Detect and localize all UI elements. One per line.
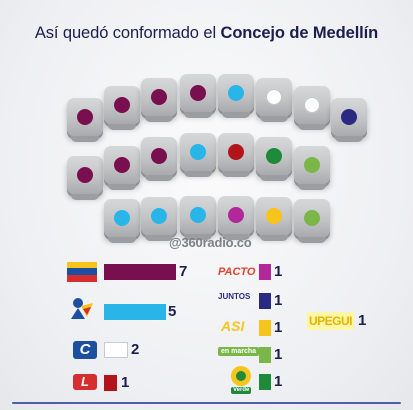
en-marcha-logo: en marcha <box>218 347 260 356</box>
liberal-l-logo: L <box>73 374 97 390</box>
council-seat <box>104 146 140 190</box>
council-seat <box>67 98 103 142</box>
legend-bar-liberal <box>104 264 176 280</box>
seat-party-dot <box>151 208 167 224</box>
legend-bar-liberal-l <box>104 375 117 391</box>
seat-party-dot <box>151 89 167 105</box>
seat-party-dot <box>266 89 282 105</box>
council-seat <box>180 133 216 177</box>
bottom-divider <box>12 402 401 404</box>
council-seat <box>256 137 292 181</box>
council-seat <box>67 156 103 200</box>
legend-bar-juntos <box>259 293 271 309</box>
council-seat <box>218 196 254 240</box>
seat-party-dot <box>114 97 130 113</box>
alianza-verde-logo <box>229 365 253 395</box>
seat-party-dot <box>304 157 320 173</box>
council-seat <box>256 78 292 122</box>
council-seat <box>180 196 216 240</box>
legend-bar-asi <box>259 320 271 336</box>
legend-count-juntos: 1 <box>274 292 283 309</box>
council-seat <box>256 197 292 241</box>
seat-party-dot <box>114 157 130 173</box>
juntos-logo: JUNTOS <box>218 292 251 301</box>
seat-party-dot <box>304 210 320 226</box>
council-seat <box>104 199 140 243</box>
liberal-flag-logo <box>67 262 97 282</box>
council-seat <box>141 78 177 122</box>
legend-count-asi: 1 <box>274 319 283 336</box>
seat-party-dot <box>190 144 206 160</box>
title-prefix: Así quedó conformado el <box>34 24 221 42</box>
council-seat <box>141 137 177 181</box>
council-seat <box>180 74 216 118</box>
legend-count-centro-democratico: 5 <box>168 303 177 320</box>
seat-party-dot <box>228 207 244 223</box>
legend-bar-pacto <box>259 264 271 280</box>
legend-count-verde: 1 <box>274 373 283 390</box>
seat-party-dot <box>341 109 357 125</box>
council-seat <box>141 197 177 241</box>
upegui-logo: UPEGUI <box>307 312 354 330</box>
seat-party-dot <box>151 148 167 164</box>
legend-count-pacto: 1 <box>274 263 283 280</box>
council-seat <box>294 146 330 190</box>
legend-count-liberal-l: 1 <box>121 374 130 391</box>
legend-bar-en-marcha <box>259 347 271 363</box>
seat-party-dot <box>77 167 93 183</box>
legend-bar-verde <box>259 374 271 390</box>
seat-party-dot <box>266 148 282 164</box>
seat-party-dot <box>228 85 244 101</box>
pacto-logo: PACTO <box>218 266 256 278</box>
legend-bar-centro-democratico <box>104 304 166 320</box>
title-bold: Concejo de Medellín <box>220 24 379 42</box>
centro-democratico-logo <box>69 297 95 321</box>
seat-party-dot <box>114 210 130 226</box>
legend-count-upegui: 1 <box>358 312 367 329</box>
council-seat <box>331 98 367 142</box>
legend-bar-conservador <box>104 342 128 358</box>
seat-party-dot <box>190 85 206 101</box>
verde-label: Verde <box>233 387 250 393</box>
seat-party-dot <box>228 144 244 160</box>
seat-party-dot <box>77 109 93 125</box>
source-watermark: @360radio.co <box>169 235 252 250</box>
page-title: Así quedó conformado el Concejo de Medel… <box>0 24 413 43</box>
council-seat <box>218 133 254 177</box>
asi-logo: ASI <box>221 318 245 334</box>
council-seat <box>104 86 140 130</box>
legend-count-en-marcha: 1 <box>274 346 283 363</box>
conservador-logo: C <box>73 341 97 359</box>
legend-count-liberal: 7 <box>179 263 188 280</box>
council-seat <box>218 74 254 118</box>
council-seat <box>294 199 330 243</box>
seat-party-dot <box>190 207 206 223</box>
seat-party-dot <box>304 97 320 113</box>
seat-party-dot <box>266 208 282 224</box>
legend-count-conservador: 2 <box>131 341 140 358</box>
council-seat <box>294 86 330 130</box>
